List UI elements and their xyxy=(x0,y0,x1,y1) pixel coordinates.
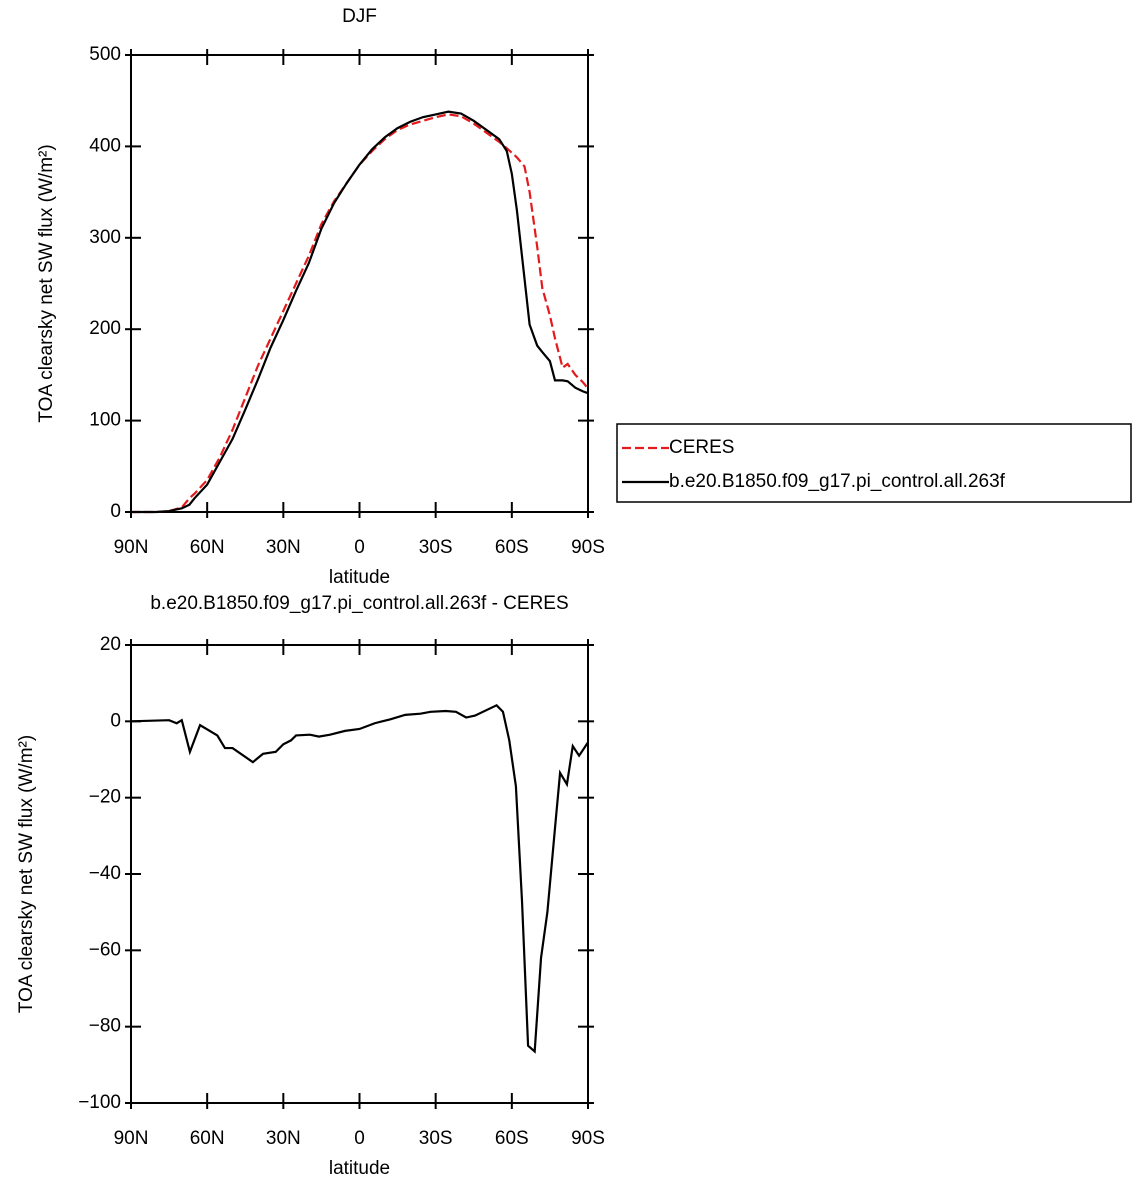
x-tick-label: 30N xyxy=(266,1128,301,1149)
plot-frame xyxy=(130,644,589,1104)
x-tick-label: 60S xyxy=(495,1128,529,1149)
x-tick-label: 90S xyxy=(571,537,605,558)
chart-title: b.e20.B1850.f09_g17.pi_control.all.263f … xyxy=(150,593,568,614)
legend-label: b.e20.B1850.f09_g17.pi_control.all.263f xyxy=(669,471,1006,492)
y-tick-label: 200 xyxy=(89,318,121,339)
x-tick-label: 30S xyxy=(419,537,453,558)
y-tick-label: −20 xyxy=(89,787,121,808)
y-tick-label: −80 xyxy=(89,1016,121,1037)
x-tick-label: 60N xyxy=(190,537,225,558)
y-tick-label: −60 xyxy=(89,939,121,960)
line-series xyxy=(131,113,589,514)
x-tick-label: 0 xyxy=(354,537,365,558)
legend-box xyxy=(616,423,1132,503)
legend-label: CERES xyxy=(669,437,734,458)
x-axis-label: latitude xyxy=(329,567,390,588)
y-tick-label: −40 xyxy=(89,863,121,884)
x-tick-label: 90S xyxy=(571,1128,605,1149)
x-axis-label: latitude xyxy=(329,1158,390,1179)
x-tick-label: 0 xyxy=(354,1128,365,1149)
y-axis-label: TOA clearsky net SW flux (W/m²) xyxy=(16,735,37,1013)
y-tick-label: 300 xyxy=(89,227,121,248)
chart-title: DJF xyxy=(342,6,377,27)
x-tick-label: 90N xyxy=(114,537,149,558)
x-tick-label: 60N xyxy=(190,1128,225,1149)
y-tick-label: 0 xyxy=(110,501,121,522)
x-tick-label: 30S xyxy=(419,1128,453,1149)
y-tick-label: 0 xyxy=(110,710,121,731)
y-tick-label: 100 xyxy=(89,410,121,431)
line-series xyxy=(130,703,589,1054)
line-series xyxy=(131,110,589,514)
x-tick-label: 90N xyxy=(114,1128,149,1149)
x-tick-label: 30N xyxy=(266,537,301,558)
y-tick-label: 20 xyxy=(100,634,121,655)
y-axis-label: TOA clearsky net SW flux (W/m²) xyxy=(36,144,57,422)
y-tick-label: 400 xyxy=(89,135,121,156)
x-tick-label: 60S xyxy=(495,537,529,558)
y-tick-label: 500 xyxy=(89,44,121,65)
plot-frame xyxy=(130,54,589,513)
y-tick-label: −100 xyxy=(78,1092,121,1113)
